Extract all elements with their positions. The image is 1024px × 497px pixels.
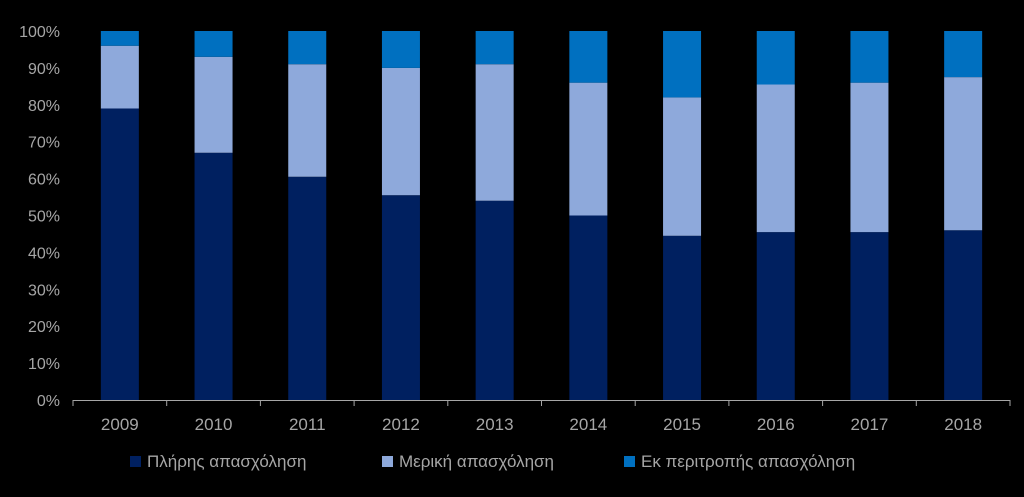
bar-segment-3: [850, 31, 889, 83]
legend-label-3: Εκ περιτροπής απασχόληση: [641, 452, 855, 471]
bar-segment-2: [100, 45, 139, 109]
bar-segment-2: [475, 64, 514, 201]
y-tick-label: 10%: [28, 356, 60, 373]
y-tick-label: 100%: [19, 24, 60, 41]
legend: Πλήρης απασχόληση Μερική απασχόληση Εκ περ…: [130, 452, 855, 471]
bar-segment-1: [850, 232, 889, 400]
y-tick-label: 20%: [28, 319, 60, 336]
y-tick-label: 90%: [28, 61, 60, 78]
bar-segment-2: [663, 97, 702, 236]
bar-segment-1: [381, 195, 420, 400]
y-tick-label: 50%: [28, 209, 60, 226]
x-tick-label: 2011: [289, 415, 326, 434]
legend-label-1: Πλήρης απασχόληση: [147, 452, 306, 471]
y-axis: 0% 10% 20% 30% 40% 50% 60% 70% 80% 90% 100%: [19, 24, 60, 410]
legend-swatch-2: [382, 456, 393, 467]
bar-segment-3: [944, 31, 983, 78]
bar-segment-1: [475, 200, 514, 400]
y-tick-label: 40%: [28, 245, 60, 262]
y-tick-label: 60%: [28, 172, 60, 189]
bars: [100, 31, 983, 401]
x-tick-label: 2012: [382, 415, 420, 434]
bar-segment-3: [756, 31, 795, 85]
bar-segment-1: [663, 235, 702, 400]
bar-segment-2: [288, 64, 327, 177]
bar-segment-3: [663, 31, 702, 98]
bar-segment-2: [194, 56, 233, 153]
bar-segment-1: [288, 176, 327, 400]
bar-segment-1: [944, 230, 983, 400]
bar-segment-2: [944, 77, 983, 231]
x-axis: 2009 2010 2011 2012 2013 2014 2015 2016 2017 2018: [72, 400, 1011, 434]
bar-segment-1: [194, 152, 233, 400]
bar-segment-2: [756, 84, 795, 233]
bar-segment-2: [381, 67, 420, 196]
x-tick-label: 2016: [757, 415, 795, 434]
x-tick-label: 2009: [101, 415, 139, 434]
bar-segment-1: [756, 232, 795, 400]
bar-segment-3: [100, 31, 139, 46]
bar-segment-3: [194, 31, 233, 57]
legend-swatch-3: [624, 456, 635, 467]
bar-segment-2: [850, 82, 889, 233]
bar-segment-2: [569, 82, 608, 216]
legend-label-2: Μερική απασχόληση: [399, 452, 554, 471]
bar-segment-3: [381, 31, 420, 68]
bar-segment-1: [100, 108, 139, 401]
bar-segment-1: [569, 215, 608, 400]
x-tick-label: 2010: [195, 415, 233, 434]
x-tick-label: 2015: [663, 415, 701, 434]
x-tick-label: 2018: [944, 415, 982, 434]
x-tick-label: 2014: [569, 415, 607, 434]
bar-segment-3: [569, 31, 608, 83]
legend-swatch-1: [130, 456, 141, 467]
y-tick-label: 80%: [28, 98, 60, 115]
y-tick-label: 70%: [28, 135, 60, 152]
y-tick-label: 30%: [28, 282, 60, 299]
x-tick-label: 2017: [851, 415, 889, 434]
bar-segment-3: [475, 31, 514, 65]
y-tick-label: 0%: [37, 393, 60, 410]
bar-segment-3: [288, 31, 327, 65]
x-tick-label: 2013: [476, 415, 514, 434]
